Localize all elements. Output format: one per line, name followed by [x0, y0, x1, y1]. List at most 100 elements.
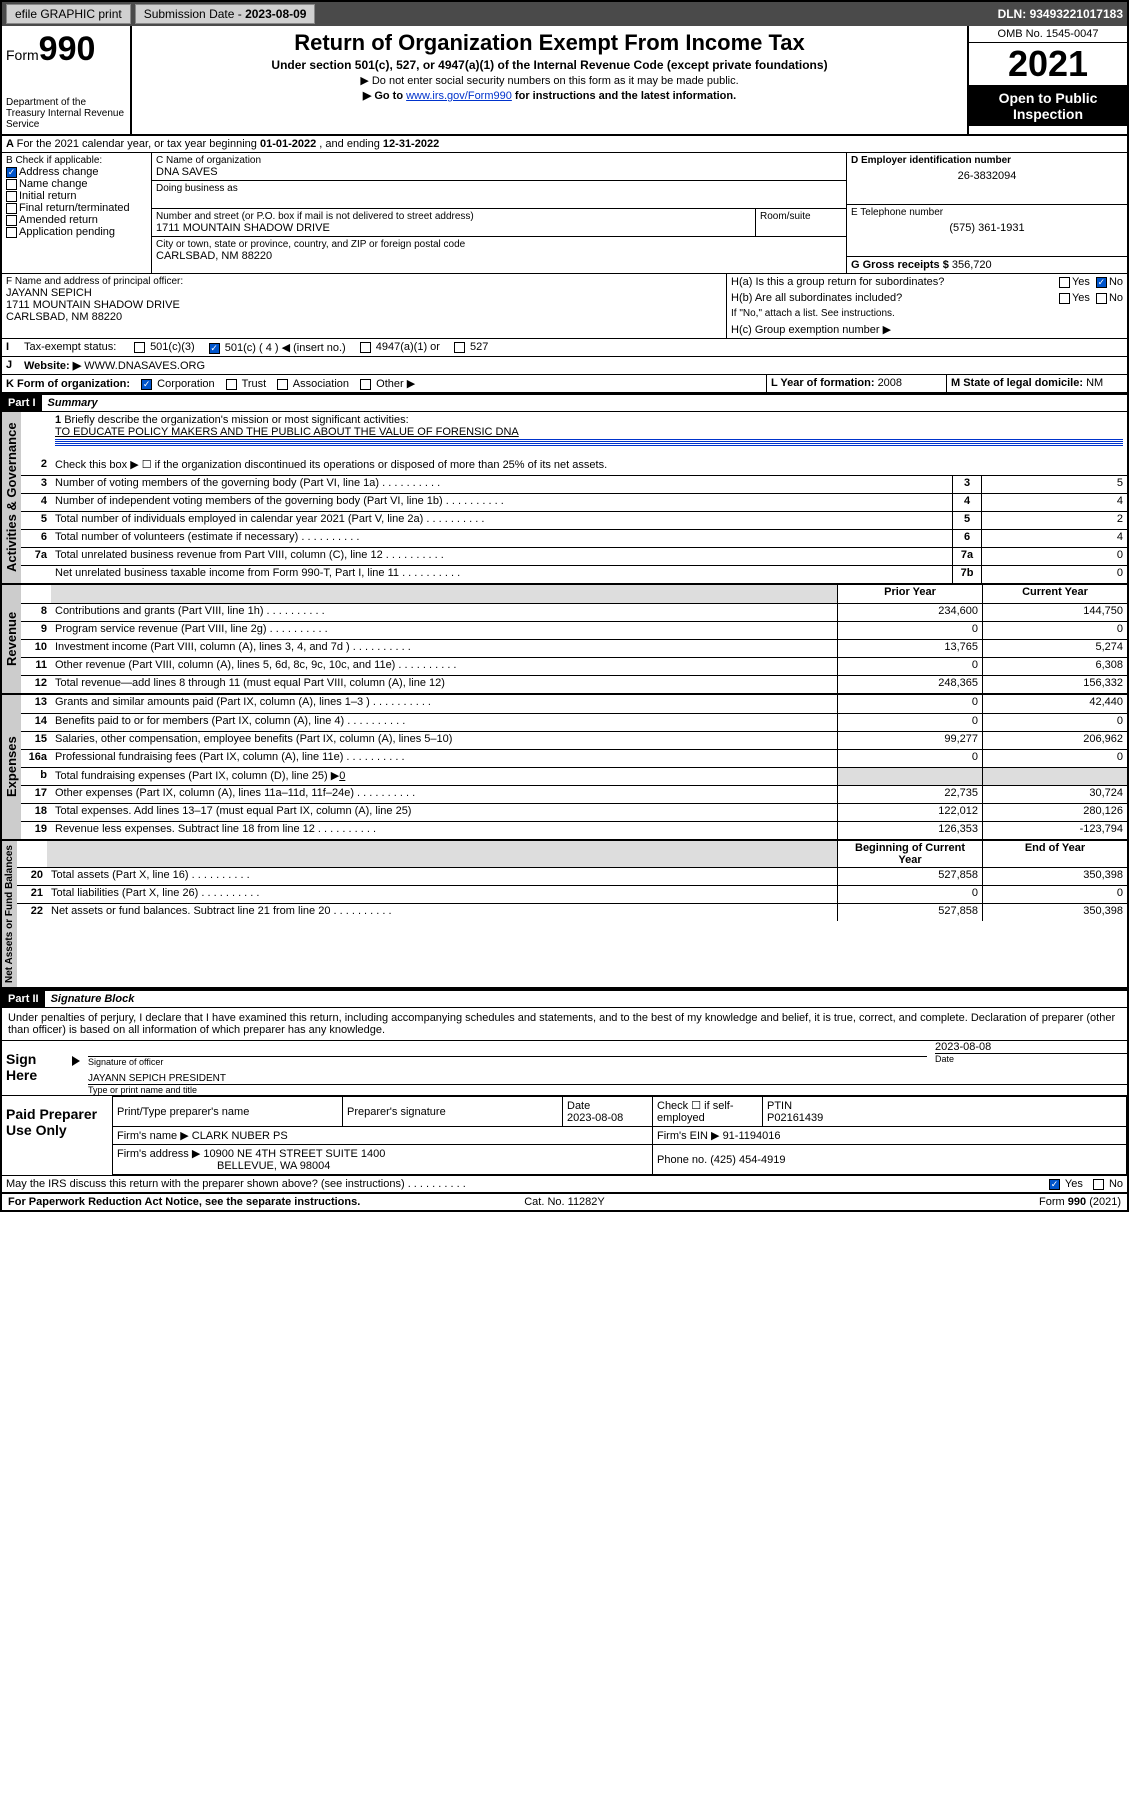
form-subtitle: Under section 501(c), 527, or 4947(a)(1)… — [140, 58, 959, 72]
section-b: B Check if applicable: Address change Na… — [2, 153, 152, 273]
cb-final-return[interactable]: Final return/terminated — [6, 202, 147, 214]
irs-link[interactable]: www.irs.gov/Form990 — [406, 90, 512, 102]
prep-h5: PTIN — [767, 1100, 792, 1112]
l20-text: Total assets (Part X, line 16) — [47, 868, 837, 885]
tax-end: 12-31-2022 — [383, 138, 439, 150]
l12-curr: 156,332 — [982, 676, 1127, 693]
cb-corp[interactable]: Corporation — [141, 378, 215, 390]
l9-prior: 0 — [837, 622, 982, 639]
discuss-yes-label: Yes — [1065, 1178, 1083, 1190]
part-ii-bar: Part II — [2, 991, 45, 1007]
section-h: H(a) Is this a group return for subordin… — [727, 274, 1127, 338]
d-label: D Employer identification number — [851, 155, 1123, 166]
l3-val: 5 — [982, 476, 1127, 493]
hb-no[interactable]: No — [1096, 292, 1123, 304]
line-a: A For the 2021 calendar year, or tax yea… — [2, 136, 1127, 153]
dept-treasury: Department of the Treasury Internal Reve… — [6, 97, 126, 130]
no-label2: No — [1109, 292, 1123, 304]
c-label: C Name of organization — [156, 155, 842, 166]
top-bar: efile GRAPHIC print Submission Date - 20… — [2, 2, 1127, 26]
firm-phone: (425) 454-4919 — [710, 1154, 785, 1166]
cb-address-change[interactable]: Address change — [6, 166, 147, 178]
footer-left: For Paperwork Reduction Act Notice, see … — [8, 1196, 360, 1208]
ha-yes[interactable]: Yes — [1059, 276, 1090, 288]
efile-print-button[interactable]: efile GRAPHIC print — [6, 4, 131, 24]
i-opt-3: 527 — [470, 341, 488, 353]
l21-text: Total liabilities (Part X, line 26) — [47, 886, 837, 903]
h-b-note: If "No," attach a list. See instructions… — [727, 306, 1127, 321]
cb-assoc[interactable]: Association — [277, 378, 349, 390]
l13-prior: 0 — [837, 695, 982, 713]
l11-curr: 6,308 — [982, 658, 1127, 675]
dln: DLN: 93493221017183 — [998, 7, 1123, 21]
cb-4947[interactable]: 4947(a)(1) or — [360, 341, 440, 354]
l10-text: Investment income (Part VIII, column (A)… — [51, 640, 837, 657]
ein-label: Firm's EIN ▶ — [657, 1130, 720, 1142]
footer-mid: Cat. No. 11282Y — [379, 1196, 750, 1208]
l22-end: 350,398 — [982, 904, 1127, 921]
l12-text: Total revenue—add lines 8 through 11 (mu… — [51, 676, 837, 693]
tax-year: 2021 — [969, 43, 1127, 86]
l15-curr: 206,962 — [982, 732, 1127, 749]
cb-501c3[interactable]: 501(c)(3) — [134, 341, 195, 354]
b-opt-1: Name change — [19, 178, 88, 190]
org-name: DNA SAVES — [156, 166, 842, 178]
form-word: Form — [6, 47, 39, 63]
discuss-no[interactable]: No — [1093, 1178, 1123, 1190]
gross-receipts: 356,720 — [952, 259, 992, 271]
submission-date: Submission Date - 2023-08-09 — [135, 4, 316, 24]
org-city: CARLSBAD, NM 88220 — [156, 250, 842, 262]
cb-501c[interactable]: 501(c) ( 4 ) ◀ (insert no.) — [209, 341, 346, 354]
cb-other[interactable]: Other ▶ — [360, 378, 415, 390]
discuss-yes[interactable]: Yes — [1049, 1178, 1083, 1190]
cb-app-pending[interactable]: Application pending — [6, 226, 147, 238]
b-opt-4: Amended return — [19, 214, 98, 226]
l22-text: Net assets or fund balances. Subtract li… — [47, 904, 837, 921]
l7b-val: 0 — [982, 566, 1127, 583]
i-opt-0: 501(c)(3) — [150, 341, 195, 353]
firm-addr1: 10900 NE 4TH STREET SUITE 1400 — [203, 1148, 385, 1160]
l14-curr: 0 — [982, 714, 1127, 731]
open-public: Open to Public Inspection — [969, 86, 1127, 126]
m-label: M State of legal domicile: — [951, 377, 1086, 389]
cb-amended[interactable]: Amended return — [6, 214, 147, 226]
line-a-mid: , and ending — [316, 138, 383, 150]
section-f: F Name and address of principal officer:… — [2, 274, 727, 338]
ha-no[interactable]: No — [1096, 276, 1123, 288]
b-opt-2: Initial return — [19, 190, 76, 202]
prep-h3: Date — [567, 1100, 590, 1112]
hb-yes[interactable]: Yes — [1059, 292, 1090, 304]
cb-name-change[interactable]: Name change — [6, 178, 147, 190]
l12-prior: 248,365 — [837, 676, 982, 693]
f-label: F Name and address of principal officer: — [6, 276, 722, 287]
discuss-no-label: No — [1109, 1178, 1123, 1190]
cb-trust[interactable]: Trust — [226, 378, 267, 390]
l10-curr: 5,274 — [982, 640, 1127, 657]
firm-ein: 91-1194016 — [723, 1130, 781, 1142]
mission-text: TO EDUCATE POLICY MAKERS AND THE PUBLIC … — [55, 426, 1123, 438]
l7a-text: Total unrelated business revenue from Pa… — [51, 548, 952, 565]
l17-curr: 30,724 — [982, 786, 1127, 803]
note-ssn: ▶ Do not enter social security numbers o… — [140, 74, 959, 87]
prep-date: 2023-08-08 — [567, 1112, 623, 1124]
l9-curr: 0 — [982, 622, 1127, 639]
sig-date: 2023-08-08 — [935, 1041, 1127, 1053]
declaration-text: Under penalties of perjury, I declare th… — [2, 1008, 1127, 1041]
cb-527[interactable]: 527 — [454, 341, 488, 354]
l16b-text: Total fundraising expenses (Part IX, col… — [55, 770, 339, 782]
note-goto-prefix: ▶ Go to — [363, 90, 406, 102]
l9-text: Program service revenue (Part VIII, line… — [51, 622, 837, 639]
officer-addr2: CARLSBAD, NM 88220 — [6, 311, 722, 323]
i-opt-2: 4947(a)(1) or — [376, 341, 440, 353]
prep-ptin: P02161439 — [767, 1112, 823, 1124]
l1-text: Briefly describe the organization's miss… — [64, 414, 408, 426]
l13-curr: 42,440 — [982, 695, 1127, 713]
l20-end: 350,398 — [982, 868, 1127, 885]
l17-prior: 22,735 — [837, 786, 982, 803]
ein-value: 26-3832094 — [851, 170, 1123, 182]
cb-initial-return[interactable]: Initial return — [6, 190, 147, 202]
sign-here-label: Sign Here — [2, 1041, 72, 1095]
l8-curr: 144,750 — [982, 604, 1127, 621]
h-b: H(b) Are all subordinates included? — [731, 292, 1059, 304]
l11-prior: 0 — [837, 658, 982, 675]
